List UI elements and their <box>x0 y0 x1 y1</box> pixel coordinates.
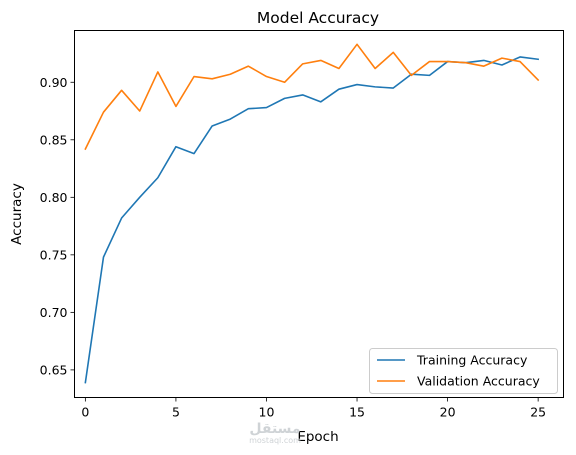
x-tick-label: 5 <box>172 405 180 420</box>
y-tick-label: 0.80 <box>40 190 68 205</box>
y-axis-label: Accuracy <box>9 183 25 245</box>
x-tick-label: 15 <box>349 405 365 420</box>
series-layer <box>84 43 540 384</box>
y-tick-label: 0.85 <box>40 132 68 147</box>
y-tick-label: 0.70 <box>40 305 68 320</box>
legend-box <box>369 348 558 394</box>
x-tick-label: 20 <box>440 405 456 420</box>
watermark-domain: mostaql.com <box>249 436 301 445</box>
x-axis-ticks: 0 5 10 15 20 25 <box>81 397 546 420</box>
watermark: مستقل mostaql.com <box>249 421 301 445</box>
y-axis-ticks: 0.65 0.70 0.75 0.80 0.85 0.90 <box>40 75 75 377</box>
legend-label-validation: Validation Accuracy <box>417 374 540 389</box>
y-tick-label: 0.90 <box>40 75 68 90</box>
legend: Training Accuracy Validation Accuracy <box>369 348 558 394</box>
series-line-1 <box>84 43 540 151</box>
y-tick-label: 0.75 <box>40 247 68 262</box>
chart-title: Model Accuracy <box>257 9 379 27</box>
y-tick-label: 0.65 <box>40 362 68 377</box>
watermark-logo: مستقل <box>249 421 300 437</box>
plot-frame <box>74 30 564 398</box>
x-tick-label: 0 <box>81 405 89 420</box>
x-tick-label: 25 <box>530 405 546 420</box>
x-axis-label: Epoch <box>297 429 338 445</box>
x-tick-label: 10 <box>259 405 275 420</box>
legend-label-training: Training Accuracy <box>416 353 528 368</box>
